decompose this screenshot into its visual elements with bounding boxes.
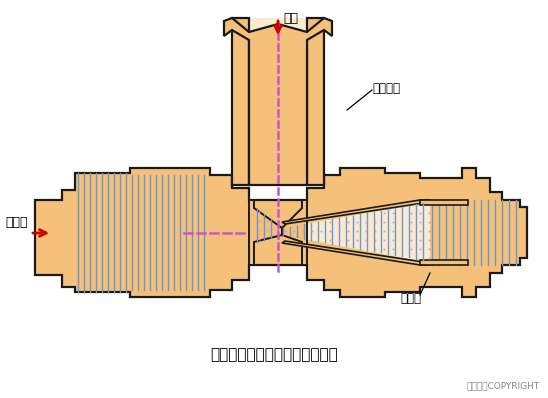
Text: 东方仿真COPYRIGHT: 东方仿真COPYRIGHT [467,381,540,390]
Polygon shape [224,18,332,185]
Polygon shape [282,241,430,265]
Bar [420,200,468,205]
Bar [307,18,324,185]
Polygon shape [254,208,282,242]
Text: 射流式水力冲击式空气扩散装置: 射流式水力冲击式空气扩散装置 [210,347,338,363]
Text: 混合液: 混合液 [5,215,27,228]
Polygon shape [282,202,430,263]
Polygon shape [35,168,527,297]
Text: 扩散器: 扩散器 [400,291,421,304]
Bar [420,260,468,265]
Text: 空气: 空气 [283,12,298,25]
Bar [249,18,307,185]
Text: 空气竖管: 空气竖管 [372,82,400,94]
Polygon shape [282,200,307,265]
Polygon shape [282,200,430,224]
Polygon shape [249,200,282,265]
Bar [232,18,249,185]
